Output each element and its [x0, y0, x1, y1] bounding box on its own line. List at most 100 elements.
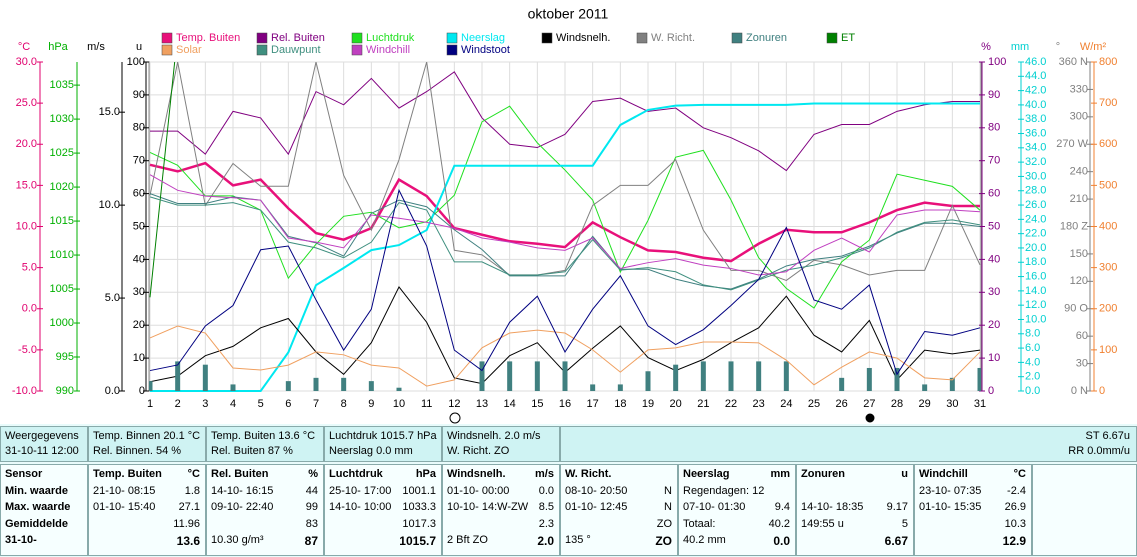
y-tick-label: 38.0 — [1025, 113, 1046, 125]
panel-text: Rel. Buiten 87 % — [211, 445, 293, 457]
y-tick-label: 80 — [988, 122, 1000, 134]
cell-text: 1.8 — [184, 484, 200, 497]
legend-swatch — [351, 32, 363, 44]
y-tick-label: 40.0 — [1025, 99, 1046, 111]
y-tick-label: 180 Z — [1060, 220, 1088, 232]
x-tick-label: 21 — [697, 398, 709, 410]
cell-text: 12.9 — [1002, 534, 1026, 548]
legend-swatch — [351, 44, 363, 56]
sensor-label: 31-10- — [5, 534, 37, 546]
axis-unit: m/s — [87, 41, 105, 53]
y-tick-label: 30.0 — [1025, 170, 1046, 182]
cell-text: 2 Bft ZO — [447, 534, 488, 546]
y-tick-label: 6.0 — [1025, 342, 1040, 354]
y-tick-label: 330 — [1070, 83, 1088, 95]
y-tick-label: 24.0 — [1025, 213, 1046, 225]
x-tick-label: 15 — [531, 398, 543, 410]
y-tick-label: 20.0 — [1025, 242, 1046, 254]
series-line — [149, 161, 980, 263]
x-tick-label: 17 — [587, 398, 599, 410]
y-tick-label: 0 — [1099, 385, 1105, 397]
cell-text: 01-10- 00:00 — [447, 484, 510, 497]
legend-label: ET — [841, 32, 855, 44]
y-tick-label: 15.0 — [16, 179, 37, 191]
y-tick-label: 36.0 — [1025, 127, 1046, 139]
panel-cell: Temp. Binnen 20.1 °C Rel. Binnen. 54 % — [88, 426, 206, 462]
legend-swatch — [731, 32, 743, 44]
y-tick-label: 600 — [1099, 138, 1117, 150]
panel-cell: Luchtdruk 1015.7 hPa Neerslag 0.0 mm — [324, 426, 442, 462]
y-tick-label: 120 — [1070, 275, 1088, 287]
y-tick-label: 210 — [1070, 193, 1088, 205]
legend-label: Windchill — [366, 44, 410, 56]
series-line — [149, 193, 981, 290]
x-tick-label: 25 — [808, 398, 820, 410]
y-tick-label: 300 — [1070, 111, 1088, 123]
y-tick-label: 240 — [1070, 166, 1088, 178]
cell-text: 07-10- 01:30 — [683, 501, 746, 513]
legend-swatch — [826, 32, 838, 44]
cell-text: 13.6 — [176, 534, 200, 548]
y-tick-label: 2.0 — [1025, 371, 1040, 383]
y-tick-label: 60 — [133, 188, 145, 200]
sun-bar — [230, 384, 236, 391]
series-line — [149, 188, 981, 376]
panel-cell: ST 6.67u RR 0.0mm/u — [560, 426, 1137, 462]
panel-text: Luchtdruk 1015.7 hPa — [329, 430, 437, 442]
col-title: Luchtdruk — [329, 468, 383, 480]
axis-unit: mm — [1011, 41, 1029, 53]
y-tick-label: 34.0 — [1025, 142, 1046, 154]
y-tick-label: 10.0 — [16, 220, 37, 232]
x-tick-label: 26 — [836, 398, 848, 410]
panel-text: ST 6.67u — [1085, 430, 1130, 442]
y-tick-label: 32.0 — [1025, 156, 1046, 168]
sun-bar — [202, 364, 208, 391]
sun-bar — [866, 367, 872, 391]
y-tick-label: 270 W — [1056, 138, 1088, 150]
x-tick-label: 3 — [202, 398, 208, 410]
y-tick-label: 70 — [988, 155, 1000, 167]
y-tick-label: 100 — [1099, 344, 1117, 356]
y-tick-label: 42.0 — [1025, 85, 1046, 97]
y-tick-label: 46.0 — [1025, 56, 1046, 68]
table-col: Windchill °C 23-10- 07:35 -2.4 01-10- 15:35 2… — [914, 464, 1032, 556]
x-tick-label: 16 — [559, 398, 571, 410]
col-title: W. Richt. — [565, 468, 612, 480]
sun-bar — [617, 384, 623, 391]
sensor-label: Max. waarde — [5, 501, 71, 513]
x-tick-label: 6 — [285, 398, 291, 410]
y-tick-label: 4.0 — [1025, 356, 1040, 368]
cell-text: 01-10- 15:40 — [93, 501, 156, 513]
legend-label: Dauwpunt — [271, 44, 321, 56]
legend-label: Zonuren — [746, 32, 787, 44]
y-tick-label: 1015 — [50, 215, 74, 227]
y-tick-label: 28.0 — [1025, 185, 1046, 197]
y-tick-label: 800 — [1099, 56, 1117, 68]
y-tick-label: 360 N — [1059, 56, 1088, 68]
cell-text: 11.96 — [173, 517, 200, 530]
cell-text: 2.0 — [537, 534, 554, 548]
series-group — [149, 62, 981, 392]
y-tick-label: 10.0 — [99, 199, 120, 211]
y-tick-label: 25.0 — [16, 97, 37, 109]
col-title: Zonuren — [801, 468, 845, 480]
axis-unit: W/m² — [1080, 41, 1107, 53]
col-title: Rel. Buiten — [211, 468, 269, 480]
y-tick-label: 1010 — [50, 249, 74, 261]
x-tick-label: 30 — [946, 398, 958, 410]
x-tick-label: 2 — [175, 398, 181, 410]
table-col: Luchtdruk hPa 25-10- 17:00 1001.1 14-10- 10:… — [324, 464, 442, 556]
y-tick-label: 8.0 — [1025, 328, 1040, 340]
y-tick-label: 0 — [139, 385, 145, 397]
y-tick-label: 16.0 — [1025, 270, 1046, 282]
cell-text: 26.9 — [1004, 501, 1026, 513]
y-tick-label: 50 — [988, 220, 1000, 232]
x-tick-label: 4 — [230, 398, 236, 410]
y-tick-label: 0 — [988, 385, 994, 397]
cell-text: 14-10- 16:15 — [211, 484, 274, 497]
col-unit: °C — [1013, 468, 1026, 480]
panel-text: Neerslag 0.0 mm — [329, 445, 413, 457]
cell-text: 27.1 — [178, 501, 200, 513]
x-tick-label: 1 — [147, 398, 153, 410]
